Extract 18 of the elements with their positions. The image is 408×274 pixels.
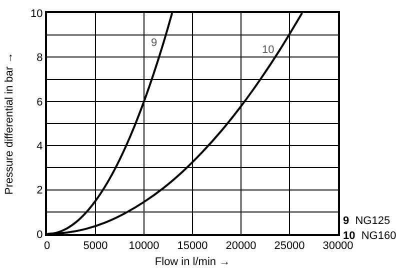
x-tick-label: 5000: [83, 240, 108, 252]
y-tick-label: 0: [36, 228, 43, 241]
y-tick-label: 8: [36, 52, 43, 64]
y-axis-title: Pressure differential in bar →: [4, 52, 16, 195]
x-tick-label: 20000: [226, 240, 256, 252]
text: 10 NG160: [343, 230, 396, 242]
series-label: 9: [151, 37, 158, 49]
x-tick-label: 30000: [322, 240, 354, 252]
x-tick-label: 15000: [177, 240, 208, 252]
y-tick-label: 2: [36, 184, 43, 197]
x-axis-title: Flow in l/min →: [154, 256, 230, 268]
x-tick-label: 25000: [274, 240, 305, 252]
x-tick-label: 10000: [128, 240, 160, 252]
y-tick-label: 10: [30, 8, 43, 20]
y-tick-label: 4: [36, 140, 43, 152]
y-tick-label: 6: [36, 96, 43, 108]
series-label: 10: [262, 44, 274, 56]
text: 9 NG125: [343, 215, 390, 227]
